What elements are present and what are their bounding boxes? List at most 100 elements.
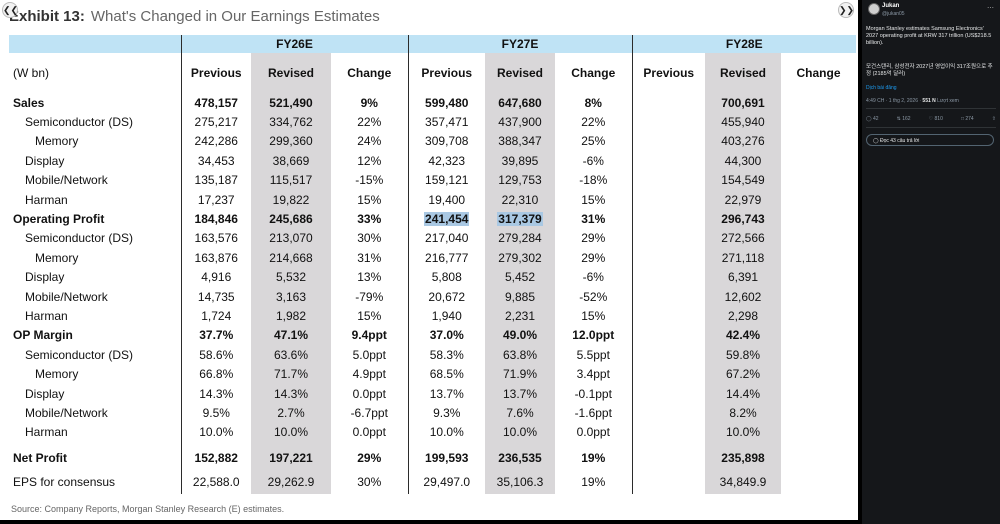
table-cell: 5,452 <box>485 267 555 287</box>
row-label: Harman <box>25 425 68 440</box>
table-cell <box>631 170 705 190</box>
table-cell: 22% <box>581 115 606 130</box>
author-handle[interactable]: @jukan05 <box>882 11 905 17</box>
table-cell: 59.8% <box>705 345 781 365</box>
table-row: Mobile/Network 14,735 3,163 -79% 20,672 9,885… <box>9 286 856 307</box>
table-cell: 47.1% <box>251 325 331 346</box>
table-cell: 279,284 <box>485 228 555 249</box>
table-cell: 22,588.0 <box>180 470 251 495</box>
table-cell <box>781 93 856 112</box>
row-label: Memory <box>35 367 79 382</box>
table-cell: 309,708 <box>407 131 485 152</box>
like-button[interactable]: ♡ 810 <box>928 116 943 122</box>
table-cell: 42,323 <box>407 151 485 171</box>
table-cell: -18% <box>579 173 608 188</box>
post-timestamp: 4:49 CH · 1 thg 2, 2026 · <box>866 98 923 104</box>
year-header: FY26E <box>180 35 408 53</box>
table-cell <box>781 446 856 470</box>
table-cell <box>631 306 705 326</box>
row-label: Semiconductor (DS) <box>25 231 134 246</box>
table-cell: 13.7% <box>407 383 485 404</box>
share-button[interactable]: ⇧ <box>992 116 996 122</box>
table-cell: 163,576 <box>180 228 251 249</box>
table-cell: 0.0ppt <box>576 425 610 440</box>
table-cell: 29,497.0 <box>407 470 485 495</box>
author-name[interactable]: Jukan <box>882 3 900 9</box>
table-cell: 7.6% <box>485 403 555 423</box>
table-cell <box>781 112 856 131</box>
bookmark-icon: □ <box>960 116 964 122</box>
table-cell: 4.9ppt <box>352 367 386 382</box>
table-cell: 12% <box>357 153 382 168</box>
chevron-left-icon[interactable]: ❮❮ <box>2 2 18 18</box>
post-text: Morgan Stanley estimates Samsung Electro… <box>866 26 992 46</box>
table-cell: 275,217 <box>180 112 251 132</box>
table-cell: 31% <box>357 250 382 265</box>
table-cell <box>781 151 856 170</box>
chevron-right-icon[interactable]: ❯❯ <box>838 2 854 18</box>
post-meta: 4:49 CH · 1 thg 2, 2026 · 551 N Lượt xem <box>866 98 959 104</box>
table-cell: 9.3% <box>407 403 485 423</box>
column-header-row: (W bn) Previous Revised Change Previous … <box>9 53 856 93</box>
table-cell: 8.2% <box>705 403 781 423</box>
table-cell: -52% <box>579 289 608 304</box>
table-cell: 42.4% <box>705 325 781 346</box>
table-cell: 39,895 <box>485 151 555 171</box>
table-cell: 317,379 <box>485 209 555 229</box>
table-cell: -1.6ppt <box>574 405 612 420</box>
table-cell: 3.4ppt <box>576 367 610 382</box>
table-cell: -6.7ppt <box>350 405 388 420</box>
unit-label: (W bn) <box>13 66 49 80</box>
table-cell: 184,846 <box>180 209 251 229</box>
table-cell: 25% <box>581 134 606 149</box>
reply-button[interactable]: ◯ 42 <box>866 116 879 122</box>
table-cell: 15% <box>581 192 606 207</box>
table-cell <box>781 248 856 267</box>
table-row: Display 34,453 38,669 12% 42,323 39,895 -6% 44,… <box>9 151 856 171</box>
table-cell <box>631 248 705 268</box>
table-row: Memory 163,876 214,668 31% 216,777 279,302 29%… <box>9 248 856 268</box>
row-label: Mobile/Network <box>25 289 108 304</box>
table-cell: 2,298 <box>705 306 781 326</box>
table-cell: 6,391 <box>705 267 781 287</box>
table-row: Harman 10.0% 10.0% 0.0ppt 10.0% 10.0% 0.0ppt 10… <box>9 422 856 443</box>
row-label: Mobile/Network <box>25 405 108 420</box>
row-label: Semiconductor (DS) <box>25 115 134 130</box>
table-cell: 272,566 <box>705 228 781 249</box>
table-cell: 38,669 <box>251 151 331 171</box>
table-cell: 14.3% <box>251 383 331 404</box>
table-cell: 8% <box>584 95 602 110</box>
table-cell: 20,672 <box>407 286 485 307</box>
row-label: Mobile/Network <box>25 173 108 188</box>
table-cell: 13% <box>357 270 382 285</box>
table-cell: 22,310 <box>485 189 555 210</box>
table-cell: 235,898 <box>705 446 781 471</box>
table-row: Semiconductor (DS) 163,576 213,070 30% 217,0… <box>9 228 856 249</box>
table-cell: 22,979 <box>705 189 781 210</box>
divider <box>866 127 996 128</box>
table-row: Mobile/Network 135,187 115,517 -15% 159,121 1… <box>9 170 856 190</box>
table-row: Display 4,916 5,532 13% 5,808 5,452 -6% 6,391 <box>9 267 856 287</box>
table-cell: 9.5% <box>180 403 251 423</box>
column-header: Revised <box>251 53 331 93</box>
bookmark-button[interactable]: □ 274 <box>960 116 974 122</box>
table-cell: 71.9% <box>485 364 555 384</box>
table-cell: 12,602 <box>705 286 781 307</box>
read-replies-button[interactable]: ◯ Đọc 43 câu trả lời <box>866 134 994 146</box>
table-row: Harman 1,724 1,982 15% 1,940 2,231 15% 2,298 <box>9 306 856 326</box>
year-header: FY28E <box>631 35 857 53</box>
table-cell: 10.0% <box>705 422 781 443</box>
table-cell: 29,262.9 <box>251 470 331 495</box>
translate-link[interactable]: Dịch bài đăng <box>866 85 897 91</box>
repost-button[interactable]: ⇅ 162 <box>896 116 911 122</box>
table-cell: 0.0ppt <box>352 386 386 401</box>
more-options-icon[interactable]: ⋯ <box>987 5 994 12</box>
table-cell: 357,471 <box>407 112 485 132</box>
exhibit-slide: Exhibit 13: What's Changed in Our Earning… <box>0 0 858 520</box>
table-cell: 15% <box>357 308 382 323</box>
post-text-korean: 모건스탠리, 삼성전자 2027년 영업이익 317조원으로 추정 (2185억… <box>866 64 993 77</box>
table-cell: 9,885 <box>485 286 555 307</box>
column-header: Previous <box>180 53 251 93</box>
table-cell: 63.6% <box>251 345 331 365</box>
avatar[interactable] <box>868 3 880 15</box>
